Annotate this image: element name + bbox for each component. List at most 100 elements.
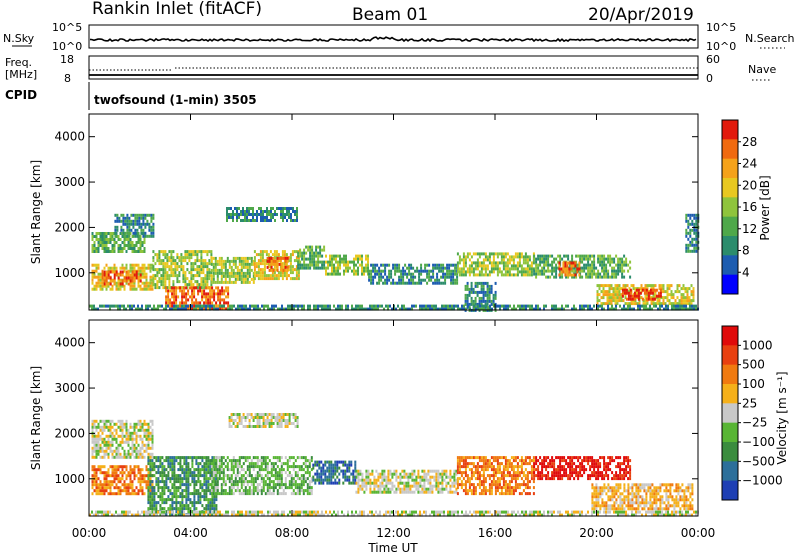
velocity-echo-cell	[143, 449, 146, 453]
power-echo-cell	[165, 295, 168, 299]
power-echo-cell	[309, 260, 312, 264]
power-echo-cell	[295, 268, 298, 272]
power-echo-cell	[91, 247, 94, 250]
power-echo-cell	[396, 269, 399, 273]
velocity-echo-cell	[242, 474, 245, 478]
velocity-echo-cell	[306, 468, 309, 472]
power-echo-cell	[101, 244, 104, 247]
velocity-echo-cell	[157, 486, 160, 490]
power-echo-cell	[119, 304, 121, 308]
power-echo-cell	[488, 270, 491, 274]
power-echo-cell	[657, 294, 660, 298]
power-echo-cell	[568, 273, 571, 277]
power-echo-cell	[115, 304, 117, 308]
power-echo-cell	[604, 290, 607, 294]
power-echo-cell	[244, 256, 247, 260]
power-echo-cell	[688, 296, 691, 300]
power-echo-cell	[566, 261, 569, 265]
power-echo-cell	[193, 307, 195, 311]
power-echo-cell	[402, 269, 405, 273]
power-echo-cell	[137, 269, 140, 273]
velocity-echo-cell	[310, 489, 313, 493]
velocity-echo-cell	[308, 486, 311, 490]
velocity-echo-cell	[272, 483, 275, 487]
power-echo-cell	[693, 222, 696, 226]
power-echo-cell	[461, 304, 463, 308]
velocity-echo-cell	[185, 480, 188, 484]
power-echo-cell	[474, 299, 477, 303]
power-echo-cell	[482, 284, 485, 288]
power-echo-cell	[270, 262, 273, 266]
velocity-echo-cell	[165, 483, 168, 487]
power-echo-cell	[442, 263, 445, 267]
power-echo-cell	[243, 307, 245, 311]
velocity-echo-cell	[91, 419, 94, 423]
power-echo-cell	[689, 249, 692, 253]
power-echo-cell	[230, 271, 233, 275]
velocity-echo-cell	[258, 474, 261, 478]
power-echo-cell	[115, 281, 118, 285]
power-echo-cell	[180, 259, 183, 263]
power-echo-cell	[259, 262, 262, 266]
power-echo-cell	[402, 266, 405, 270]
power-echo-cell	[452, 269, 455, 273]
velocity-echo-cell	[175, 495, 178, 499]
power-echo-cell	[603, 263, 606, 267]
power-echo-cell	[370, 269, 373, 273]
power-echo-cell	[325, 272, 327, 276]
power-echo-cell	[129, 284, 132, 288]
power-echo-cell	[168, 250, 171, 254]
velocity-echo-cell	[187, 456, 190, 460]
power-echo-cell	[522, 273, 525, 277]
power-echo-cell	[93, 263, 96, 267]
power-echo-cell	[259, 277, 262, 281]
power-echo-cell	[644, 287, 647, 291]
velocity-echo-cell	[209, 468, 212, 472]
velocity-echo-cell	[193, 489, 196, 493]
velocity-echo-cell	[222, 480, 225, 484]
velocity-echo-cell	[264, 465, 267, 469]
power-echo-cell	[489, 307, 491, 311]
power-echo-cell	[633, 297, 636, 301]
power-echo-cell	[693, 213, 696, 217]
velocity-echo-cell	[254, 456, 257, 460]
velocity-echo-cell	[173, 489, 176, 493]
velocity-echo-cell	[151, 468, 154, 472]
power-echo-cell	[146, 213, 149, 217]
velocity-echo-cell	[181, 456, 184, 460]
power-echo-cell	[289, 262, 292, 266]
velocity-echo-cell	[97, 486, 100, 490]
power-echo-cell	[392, 263, 395, 267]
power-echo-cell	[264, 216, 266, 219]
velocity-echo-cell	[240, 480, 243, 484]
power-echo-cell	[149, 304, 151, 308]
power-echo-cell	[197, 301, 200, 305]
power-echo-cell	[686, 290, 689, 294]
power-echo-cell	[394, 263, 397, 267]
power-echo-cell	[535, 269, 538, 273]
power-echo-cell	[224, 277, 227, 281]
power-echo-cell	[648, 290, 651, 294]
power-echo-cell	[277, 271, 280, 275]
velocity-echo-cell	[139, 480, 142, 484]
velocity-echo-cell	[175, 486, 178, 490]
power-echo-cell	[287, 307, 289, 311]
power-echo-cell	[134, 231, 137, 235]
velocity-echo-cell	[262, 480, 265, 484]
power-echo-cell	[516, 261, 519, 265]
power-echo-cell	[228, 274, 231, 278]
power-echo-cell	[268, 268, 271, 272]
velocity-echo-cell	[185, 483, 188, 487]
velocity-echo-cell	[149, 452, 152, 456]
power-echo-cell	[172, 259, 175, 263]
power-echo-cell	[331, 266, 333, 270]
velocity-echo-cell	[252, 462, 255, 466]
power-echo-cell	[583, 257, 586, 261]
velocity-echo-cell	[220, 486, 223, 490]
power-echo-cell	[200, 283, 203, 287]
power-echo-cell	[398, 281, 401, 285]
velocity-echo-cell	[123, 489, 126, 493]
power-echo-cell	[224, 271, 227, 275]
power-echo-cell	[138, 213, 141, 217]
power-echo-cell	[133, 284, 136, 288]
